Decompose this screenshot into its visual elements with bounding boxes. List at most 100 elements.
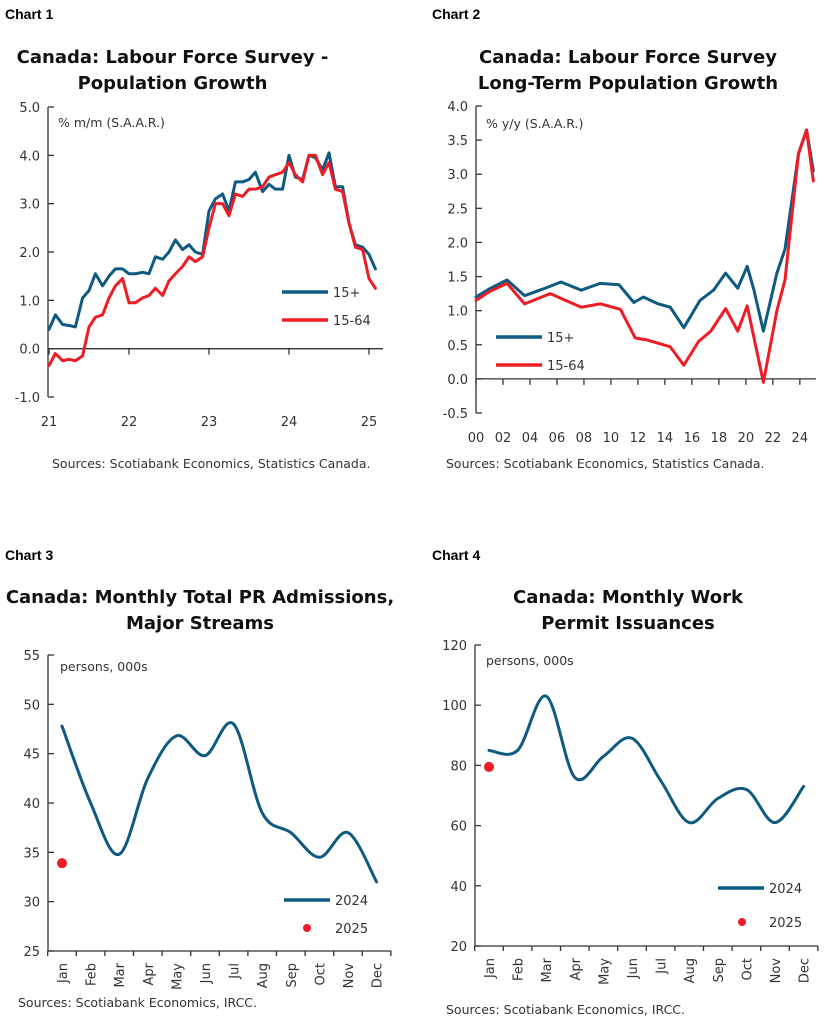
chart-1-plot: -1.0 0.0 1.0 2.0 3.0 4.0 5.0 21 22 23 24 25 15+ 15-64 <box>15 101 383 430</box>
chart-4-plot: 20 40 60 80 100 120 Jan Feb Mar Apr May Jun Jul Aug Se… <box>442 639 819 985</box>
x-tick-label: 25 <box>361 415 378 430</box>
x-tick-label: 08 <box>576 431 593 446</box>
legend-2024-label: 2024 <box>335 894 368 909</box>
legend-15+-label: 15+ <box>333 286 360 301</box>
y-tick-label: 3.0 <box>447 168 468 183</box>
legend-15-64-label: 15-64 <box>547 359 585 374</box>
chart-4-title: Canada: Monthly Work Permit Issuances <box>428 585 828 637</box>
y-tick-label: 0.0 <box>447 373 468 388</box>
chart-3-plot: 25 30 35 40 45 50 55 Jan Feb Mar Apr May Jun Jul Aug Se… <box>23 649 392 990</box>
series-15-64-line <box>47 153 377 368</box>
y-tick-label: 2.0 <box>19 246 40 261</box>
legend-2025-label: 2025 <box>769 916 802 931</box>
x-tick-label: Nov <box>342 963 357 989</box>
x-tick-label: Aug <box>256 963 271 988</box>
chart-3-title-line-2: Major Streams <box>125 613 274 634</box>
chart-1-label: Chart 1 <box>5 6 54 22</box>
x-tick-label: Jul <box>228 963 243 980</box>
x-tick-label: 20 <box>738 431 755 446</box>
chart-3-label: Chart 3 <box>5 547 54 563</box>
series-2025-point <box>57 858 67 869</box>
legend-15-64-label: 15-64 <box>333 314 371 329</box>
series-2024-line <box>60 721 379 884</box>
x-tick-label: May <box>170 963 185 990</box>
y-tick-label: 1.5 <box>447 271 468 286</box>
x-tick-label: Feb <box>85 963 100 986</box>
legend-2025-label: 2025 <box>335 922 368 937</box>
y-tick-label: 40 <box>450 880 467 895</box>
chart-4-source: Sources: Scotiabank Economics, IRCC. <box>446 1002 685 1017</box>
y-tick-label: 1.0 <box>19 294 40 309</box>
x-tick-label: 22 <box>121 415 138 430</box>
x-tick-label: Dec <box>371 963 386 988</box>
chart-2-source: Sources: Scotiabank Economics, Statistic… <box>446 456 765 471</box>
x-tick-label: 24 <box>792 431 809 446</box>
y-tick-label: 30 <box>23 896 40 911</box>
y-tick-label: 55 <box>23 649 40 664</box>
x-tick-label: 00 <box>468 431 485 446</box>
x-tick-label: Aug <box>683 958 698 983</box>
x-tick-label: Sep <box>285 963 300 988</box>
x-tick-label: 10 <box>603 431 620 446</box>
chart-4-label: Chart 4 <box>432 547 481 563</box>
legend-2025-marker <box>738 918 746 926</box>
chart-4-unit: persons, 000s <box>486 653 574 668</box>
x-tick-label: 14 <box>657 431 674 446</box>
y-tick-label: -1.0 <box>15 391 40 406</box>
y-tick-label: 0.0 <box>19 343 40 358</box>
x-tick-label: Jun <box>199 963 214 984</box>
chart-4-title-line-2: Permit Issuances <box>541 613 715 634</box>
x-tick-label: Dec <box>798 958 813 983</box>
x-tick-label: Oct <box>740 958 755 980</box>
x-tick-label: 04 <box>522 431 539 446</box>
x-tick-label: Mar <box>540 957 555 982</box>
y-tick-label: 5.0 <box>19 101 40 116</box>
y-tick-label: 0.5 <box>447 339 468 354</box>
x-tick-label: 18 <box>711 431 728 446</box>
x-tick-label: 12 <box>630 431 647 446</box>
x-tick-label: 23 <box>201 415 218 430</box>
series-2024-line <box>487 694 806 825</box>
chart-2-title-line-2: Long-Term Population Growth <box>477 73 779 94</box>
chart-1-title: Canada: Labour Force Survey - Population… <box>0 45 345 97</box>
chart-3-title: Canada: Monthly Total PR Admissions, Maj… <box>0 585 400 637</box>
x-tick-label: Apr <box>569 957 584 980</box>
x-tick-label: May <box>597 958 612 985</box>
x-tick-label: 06 <box>549 431 566 446</box>
x-tick-label: Mar <box>113 962 128 987</box>
x-tick-label: Apr <box>142 962 157 985</box>
y-tick-label: 4.0 <box>19 149 40 164</box>
x-tick-label: 21 <box>41 415 58 430</box>
y-tick-label: 100 <box>442 699 467 714</box>
y-tick-label: -0.5 <box>443 407 468 422</box>
chart-2-unit: % y/y (S.A.A.R.) <box>486 116 584 131</box>
y-tick-label: 35 <box>23 846 40 861</box>
chart-3-unit: persons, 000s <box>60 659 148 674</box>
x-tick-label: Jan <box>56 963 71 984</box>
x-tick-label: 24 <box>281 415 298 430</box>
x-tick-label: 02 <box>495 431 512 446</box>
x-tick-label: 16 <box>684 431 701 446</box>
y-tick-label: 2.5 <box>447 202 468 217</box>
legend-15+-label: 15+ <box>547 331 574 346</box>
chart-2-plot: -0.5 0.0 0.5 1.0 1.5 2.0 2.5 3.0 3.5 4.0 00 02 04 06 0… <box>443 100 816 446</box>
y-tick-label: 1.0 <box>447 305 468 320</box>
chart-2-title: Canada: Labour Force Survey Long-Term Po… <box>428 45 828 97</box>
y-tick-label: 60 <box>450 820 467 835</box>
y-tick-label: 2.0 <box>447 236 468 251</box>
chart-3-source: Sources: Scotiabank Economics, IRCC. <box>18 995 257 1010</box>
series-2025-point <box>484 761 494 772</box>
x-tick-label: Oct <box>313 963 328 985</box>
y-tick-label: 40 <box>23 797 40 812</box>
x-tick-label: Jun <box>626 958 641 979</box>
x-tick-label: Nov <box>769 958 784 984</box>
y-tick-label: 20 <box>450 940 467 955</box>
x-tick-label: Feb <box>512 958 527 981</box>
series-15-64-line <box>474 128 815 384</box>
legend-2024-label: 2024 <box>769 882 802 897</box>
x-tick-label: Jan <box>483 958 498 979</box>
y-tick-label: 3.0 <box>19 198 40 213</box>
chart-3-title-line-1: Canada: Monthly Total PR Admissions, <box>5 587 395 608</box>
y-tick-label: 50 <box>23 698 40 713</box>
